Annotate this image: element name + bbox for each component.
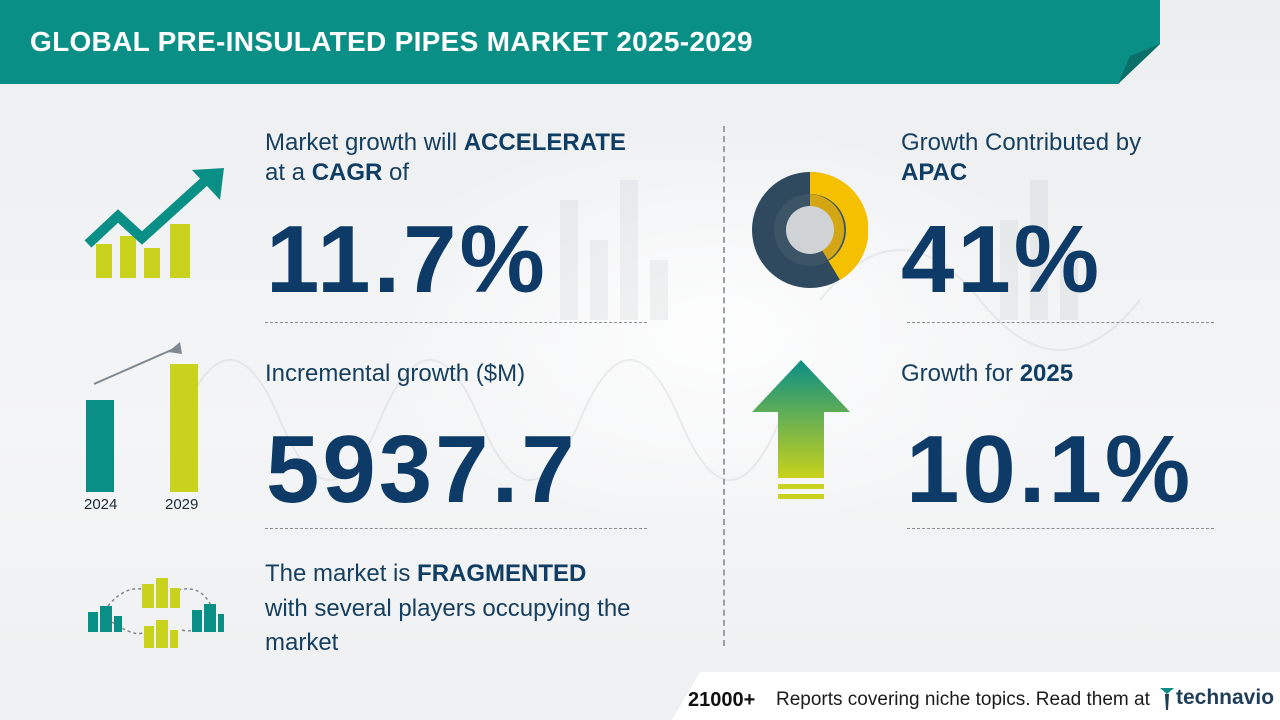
- cagr-value: 11.7%: [266, 206, 548, 313]
- cagr-line-2: at a CAGR of: [265, 159, 410, 186]
- region-name: APAC: [901, 159, 968, 186]
- technavio-brand[interactable]: technavio: [1176, 686, 1275, 709]
- footer-text: Reports covering niche topics. Read them…: [776, 689, 1150, 710]
- buildings-network-icon: [88, 578, 224, 648]
- up-arrow-icon: [752, 360, 850, 499]
- growth-year-label: Growth for 2025: [901, 360, 1074, 387]
- center-divider: [723, 126, 725, 646]
- technavio-logo-icon: [1160, 688, 1174, 710]
- fragmented-line-3: market: [265, 629, 339, 656]
- divider-left-2: [265, 528, 647, 529]
- title-banner: [0, 0, 1160, 84]
- region-value: 41%: [901, 206, 1103, 313]
- year-end-label: 2029: [165, 496, 199, 513]
- incremental-bars-icon: [86, 342, 198, 492]
- footer-report-count: 21000+: [688, 689, 756, 711]
- footer-bar: [672, 672, 1280, 720]
- growth-chart-icon: [84, 168, 224, 278]
- cagr-line-1: Market growth will ACCELERATE: [265, 129, 626, 156]
- divider-right-2: [907, 528, 1214, 529]
- year-start-label: 2024: [84, 496, 118, 513]
- incremental-label: Incremental growth ($M): [265, 360, 526, 387]
- divider-left-1: [265, 322, 647, 323]
- incremental-value: 5937.7: [266, 416, 578, 523]
- growth-year-value: 10.1%: [906, 416, 1194, 523]
- page-title: GLOBAL PRE-INSULATED PIPES MARKET 2025-2…: [30, 26, 753, 57]
- donut-chart-icon: [752, 172, 868, 288]
- fragmented-line-1: The market is FRAGMENTED: [265, 560, 587, 587]
- divider-right-1: [907, 322, 1214, 323]
- fragmented-line-2: with several players occupying the: [265, 595, 631, 622]
- region-label: Growth Contributed by: [901, 129, 1142, 156]
